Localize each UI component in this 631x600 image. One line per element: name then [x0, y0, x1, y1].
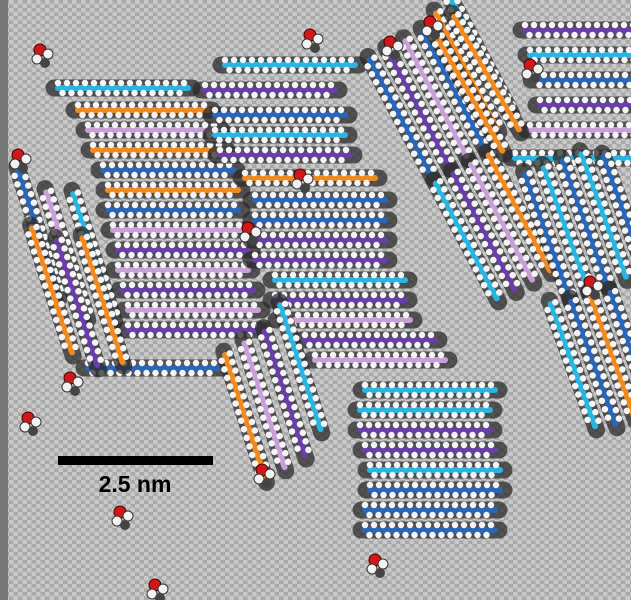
molecule: [84, 125, 222, 135]
molecule: [104, 185, 242, 195]
molecule: [211, 130, 349, 140]
scale-bar: [58, 456, 213, 465]
molecule: [276, 315, 414, 325]
molecule: [104, 205, 242, 215]
molecule: [109, 225, 247, 235]
edge: [0, 0, 8, 600]
molecule: [216, 150, 354, 160]
molecule: [211, 110, 349, 120]
molecule: [271, 295, 409, 305]
molecule: [251, 235, 389, 245]
molecule: [366, 465, 504, 475]
molecule: [251, 255, 389, 265]
molecule: [114, 265, 252, 275]
molecule: [201, 85, 339, 95]
molecule: [531, 75, 631, 85]
molecule: [361, 385, 499, 395]
molecule: [356, 425, 494, 435]
molecule: [361, 505, 499, 515]
molecule: [301, 335, 439, 345]
molecule: [521, 25, 631, 35]
molecule: [526, 125, 631, 135]
molecule: [119, 285, 257, 295]
molecule: [74, 105, 212, 115]
molecule: [251, 195, 389, 205]
molecule: [124, 305, 262, 315]
molecule: [356, 405, 494, 415]
molecule: [54, 83, 192, 93]
molecule: [361, 445, 499, 455]
molecule: [221, 60, 359, 70]
molecule: [536, 100, 631, 110]
molecule: [99, 165, 237, 175]
molecule: [89, 145, 227, 155]
molecule: [114, 245, 252, 255]
molecule: [311, 355, 449, 365]
molecule: [271, 275, 409, 285]
molecule: [526, 50, 631, 60]
molecule: [251, 215, 389, 225]
molecule: [366, 485, 504, 495]
scale-label: 2.5 nm: [99, 471, 172, 497]
molecule: [361, 525, 499, 535]
